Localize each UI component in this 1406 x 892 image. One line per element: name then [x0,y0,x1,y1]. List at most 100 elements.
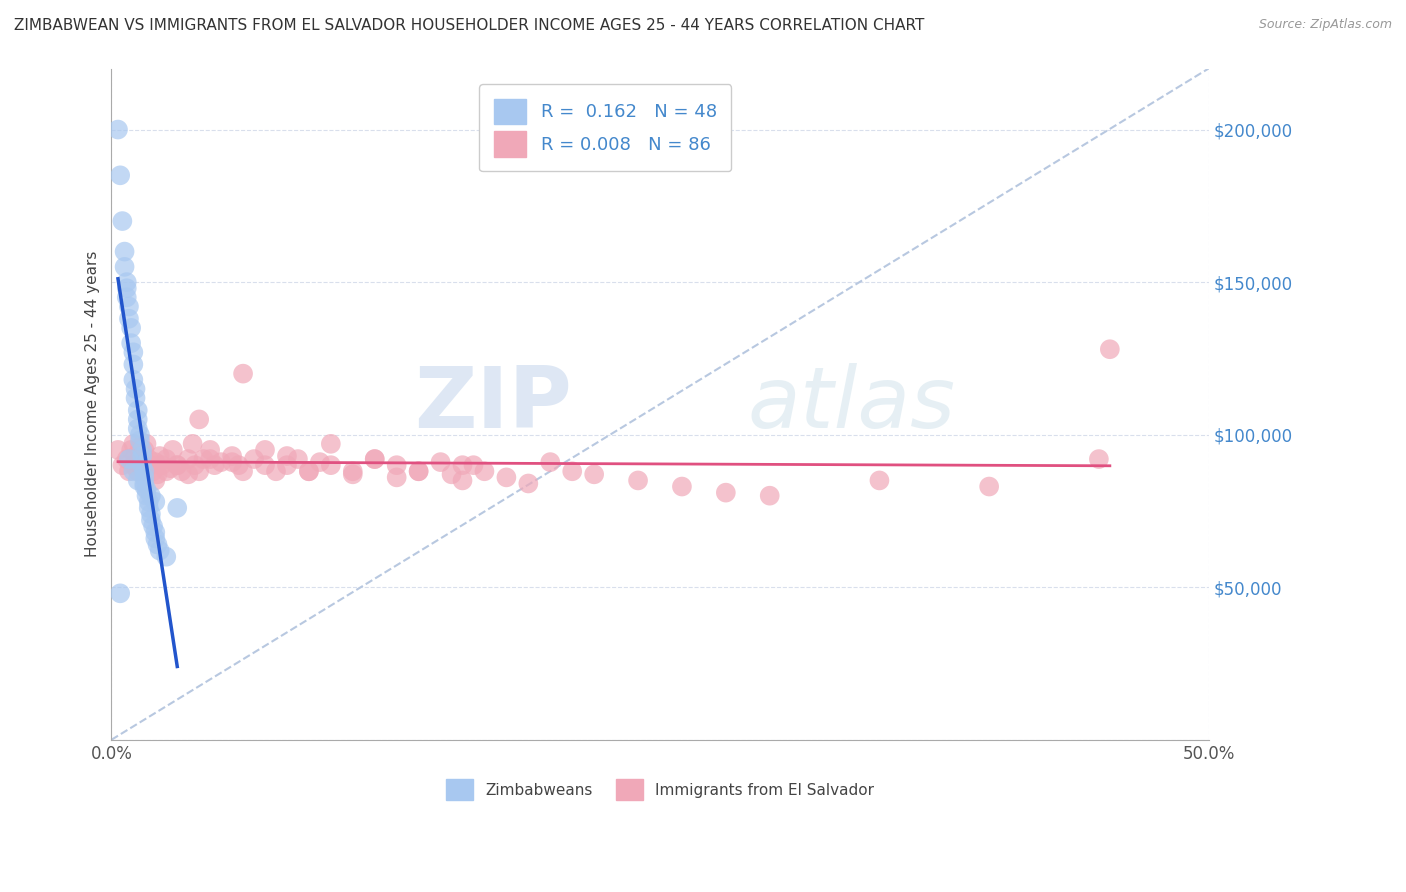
Point [122,464,145,478]
Point [107,442,129,457]
Point [131,442,153,457]
Point [114,260,136,274]
Point [129,440,152,454]
Point [120,321,142,335]
Y-axis label: Householder Income Ages 25 - 44 years: Householder Income Ages 25 - 44 years [86,251,100,558]
Point [440,467,463,482]
Point [155,549,177,564]
Point [111,214,134,228]
Point [1098,343,1121,357]
Point [159,461,181,475]
Point [135,483,157,497]
Point [134,479,156,493]
Point [122,373,145,387]
Point [253,442,276,457]
Point [134,464,156,478]
Point [198,442,221,457]
Point [124,449,146,463]
Point [177,452,200,467]
Point [319,437,342,451]
Point [221,449,243,463]
Point [561,464,583,478]
Point [115,275,138,289]
Point [364,452,387,467]
Point [129,427,152,442]
Point [188,464,211,478]
Point [166,500,188,515]
Point [451,458,474,472]
Point [118,311,141,326]
Point [714,485,737,500]
Point [129,452,152,467]
Point [758,489,780,503]
Point [364,452,387,467]
Point [127,455,149,469]
Point [131,458,153,472]
Point [298,464,321,478]
Point [209,455,232,469]
Point [162,442,184,457]
Text: Source: ZipAtlas.com: Source: ZipAtlas.com [1258,18,1392,31]
Point [118,464,141,478]
Point [287,452,309,467]
Point [627,474,650,488]
Point [184,458,207,472]
Point [149,543,172,558]
Point [429,455,451,469]
Point [385,458,408,472]
Point [139,458,162,472]
Point [108,169,131,183]
Point [385,470,408,484]
Point [232,367,254,381]
Point [193,452,215,467]
Point [146,467,169,482]
Point [495,470,517,484]
Point [134,442,156,457]
Point [115,452,138,467]
Point [150,458,173,472]
Point [232,464,254,478]
Point [127,464,149,478]
Legend: Zimbabweans, Immigrants from El Salvador: Zimbabweans, Immigrants from El Salvador [433,766,887,813]
Point [127,403,149,417]
Point [188,412,211,426]
Point [122,437,145,451]
Point [408,464,430,478]
Point [115,281,138,295]
Point [138,452,160,467]
Point [131,458,153,472]
Point [583,467,606,482]
Point [134,476,156,491]
Point [143,525,166,540]
Point [129,434,152,448]
Point [138,500,160,515]
Point [120,336,142,351]
Point [108,586,131,600]
Point [1088,452,1111,467]
Point [170,464,193,478]
Point [155,464,177,478]
Point [177,467,200,482]
Point [538,455,561,469]
Point [463,458,485,472]
Point [122,345,145,359]
Point [342,467,364,482]
Text: ZIP: ZIP [415,363,572,446]
Point [139,507,162,521]
Point [131,449,153,463]
Point [134,464,156,478]
Point [139,489,162,503]
Point [124,391,146,405]
Point [146,537,169,551]
Point [118,452,141,467]
Point [181,437,204,451]
Point [166,458,188,472]
Point [143,495,166,509]
Point [253,458,276,472]
Point [134,470,156,484]
Point [155,452,177,467]
Point [114,244,136,259]
Point [118,300,141,314]
Point [127,412,149,426]
Point [276,449,298,463]
